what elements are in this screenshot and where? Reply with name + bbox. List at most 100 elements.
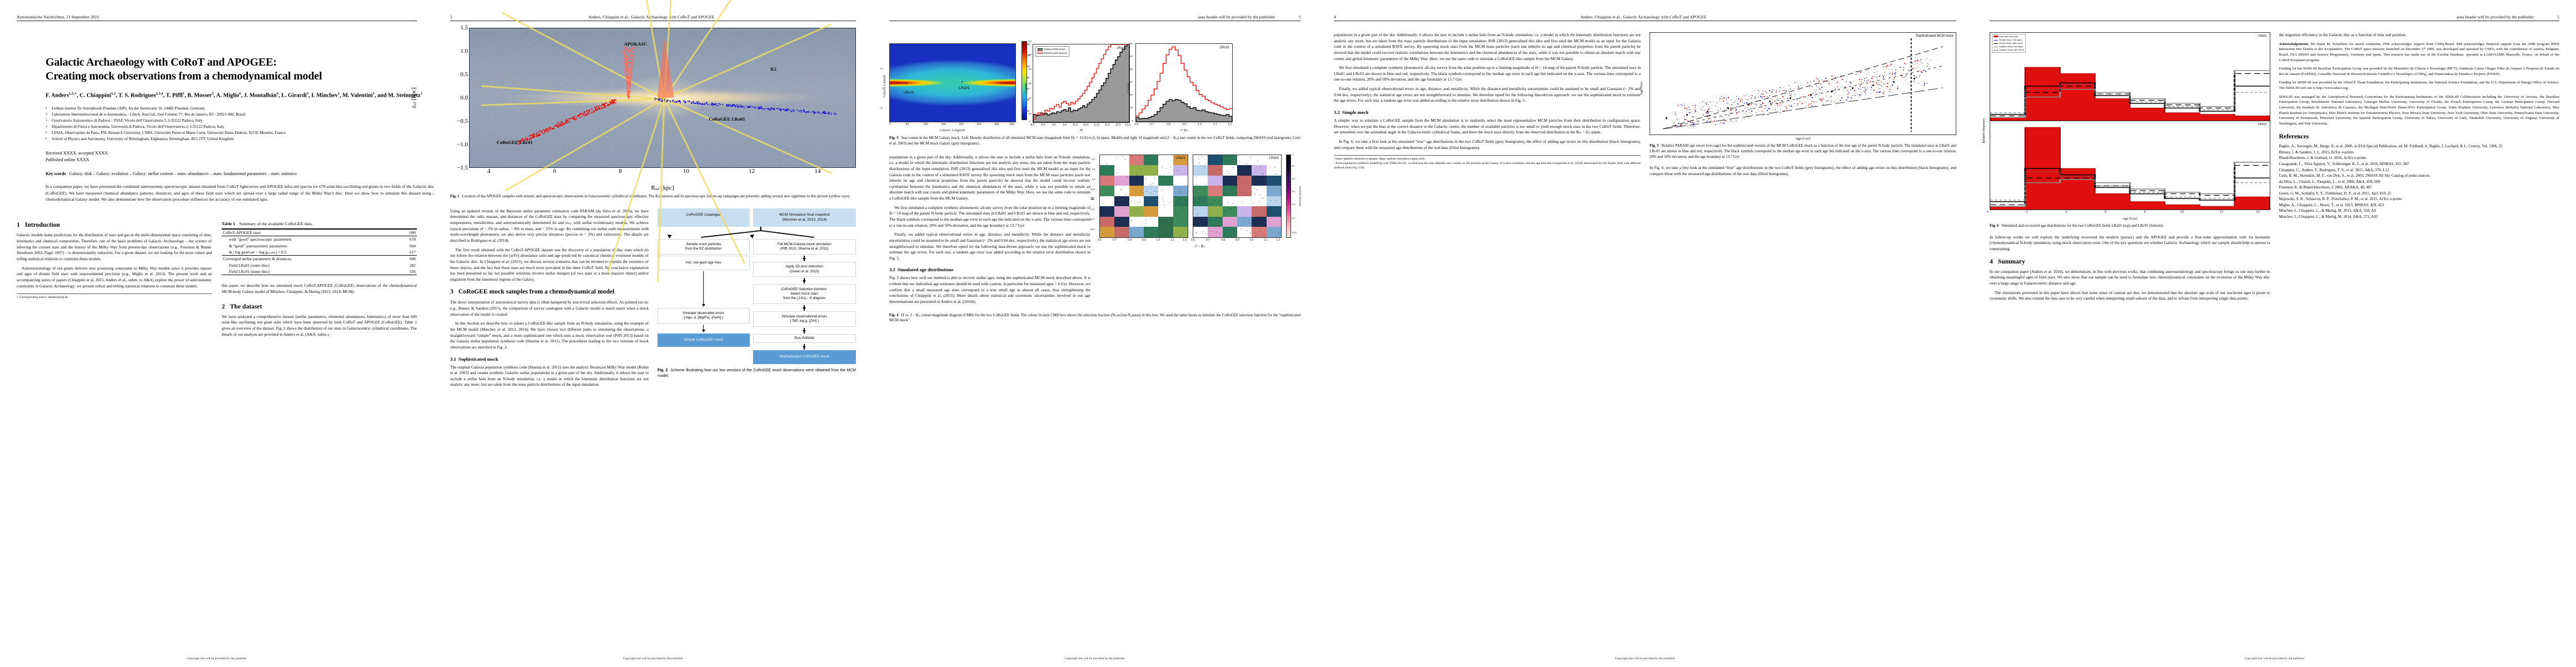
scatter-point — [624, 63, 626, 64]
hist-h-svg — [1033, 44, 1129, 122]
x-tick: 1.0 — [1249, 238, 1254, 242]
scatter-point — [1715, 124, 1716, 125]
x-tick: 1.0 — [1156, 238, 1160, 242]
scatter-point — [806, 111, 808, 112]
flow-arrow-down — [753, 328, 856, 333]
scatter-point — [522, 140, 524, 142]
copyright-line: Copyright line will be provided by the p… — [187, 657, 247, 660]
cmd-cell — [1252, 206, 1267, 217]
cmd-cell — [1144, 155, 1159, 166]
scatter-point — [1893, 79, 1894, 81]
y-tick: 50 — [880, 67, 883, 71]
cmd-cell — [1114, 206, 1129, 217]
colorbar-tick: 10⁴ — [1028, 68, 1032, 71]
scatter-point — [776, 108, 778, 109]
scatter-point — [634, 48, 635, 49]
footnote-1: ¹ https://github.com/jobovy/apogee, http… — [1334, 157, 1425, 161]
scatter-point — [659, 99, 661, 101]
cmd-cell — [1237, 216, 1252, 227]
table-cell-value: 617 — [409, 250, 416, 255]
scatter-point — [632, 50, 634, 52]
scatter-point — [626, 53, 628, 54]
scatter-point — [532, 135, 534, 137]
scatter-point — [614, 102, 616, 103]
y-tick: 200 — [1129, 68, 1133, 71]
scatter-point — [626, 47, 627, 49]
scatter-point — [661, 99, 663, 101]
scatter-point — [631, 72, 632, 73]
scatter-point — [624, 62, 625, 63]
scatter-point — [697, 102, 699, 103]
cmd-data-point — [1119, 203, 1120, 204]
figure-1: zᵢₐₗ [kpc] 1.5 1.0 0.5 0.0 −0.5 −1.0 −1.… — [411, 0, 856, 282]
scatter-point — [1742, 113, 1743, 115]
scatter-point — [550, 130, 551, 131]
scatter-point — [780, 108, 781, 109]
x-tick: 8 — [2144, 211, 2146, 214]
table-cell-label: with “good” spectroscopic parameters — [222, 236, 398, 243]
figure-5-plot-area: Sophisticated MCM mock — [1650, 32, 1956, 135]
cmd-cell — [1222, 186, 1237, 196]
scatter-point — [658, 98, 660, 100]
flow-node-line-2: { Age, d, [Mg/Fe], [Fe/H] } — [684, 315, 724, 320]
scatter-point — [610, 103, 611, 105]
scatter-point — [627, 93, 629, 95]
figure-caption-text: Location of the APOGEE samples with seis… — [462, 195, 850, 198]
scatter-point — [627, 71, 629, 73]
scatter-point — [761, 108, 763, 110]
affiliation-text: Laboratório Interinstitucional de e-Astr… — [52, 112, 246, 117]
scatter-point — [624, 66, 626, 67]
median-marker — [1872, 84, 1874, 86]
cmd-data-point — [1224, 231, 1225, 232]
section-title: Introduction — [24, 221, 60, 229]
page-5: asna header will be provided by the publ… — [1973, 0, 2576, 667]
scatter-point — [613, 102, 615, 104]
scatter-point — [679, 101, 681, 102]
scatter-point — [627, 83, 629, 84]
median-marker — [1748, 103, 1750, 106]
affiliation-item: 6 School of Physics and Astronomy, Univer… — [46, 136, 435, 142]
scatter-point — [626, 82, 627, 83]
cmd-cell — [1193, 155, 1208, 166]
flow-node-simulate-observational-errors: Simulate observational errors { Teff, lo… — [753, 311, 856, 327]
scatter-point — [1777, 97, 1778, 98]
scatter-point — [573, 118, 575, 120]
scatter-point — [626, 63, 627, 64]
cmd-cell — [1266, 175, 1281, 186]
scatter-point — [1737, 103, 1738, 104]
scatter-point — [1803, 97, 1805, 98]
skymap-density-field — [890, 44, 1015, 122]
scatter-point — [531, 137, 532, 139]
scatter-point — [589, 110, 591, 112]
scatter-point — [591, 108, 592, 110]
scatter-point — [1865, 92, 1866, 93]
scatter-point — [576, 117, 577, 119]
affiliation-text: Leibniz-Institut für Astrophysik Potsdam… — [52, 106, 205, 111]
scatter-point — [624, 58, 625, 59]
scatter-point — [626, 76, 627, 77]
keywords-block: Key words Galaxy: disk – Galaxy: evoluti… — [46, 171, 435, 177]
scatter-point — [1883, 83, 1884, 84]
scatter-point — [676, 102, 677, 103]
scatter-point — [541, 130, 543, 132]
scatter-point — [629, 68, 630, 69]
scatter-point — [587, 110, 589, 112]
scatter-point — [831, 114, 833, 116]
reference-item: Miglio, A., Chiappini, C., Morel, T., et… — [2279, 202, 2384, 207]
paragraph: Asteroseismology of red giants delivers … — [17, 265, 212, 288]
scatter-point — [610, 102, 611, 104]
scatter-point — [629, 67, 631, 68]
x-tick: 150 — [941, 123, 946, 126]
scatter-point — [629, 78, 630, 79]
scatter-point — [525, 139, 526, 141]
scatter-point — [625, 68, 627, 69]
scatter-point — [1710, 102, 1711, 103]
y-tick: 50 — [1130, 106, 1133, 109]
scatter-point — [629, 61, 631, 63]
scatter-point — [666, 100, 668, 102]
scatter-point — [673, 101, 675, 103]
cmd-cell — [1193, 227, 1208, 237]
scatter-point — [1793, 88, 1794, 89]
scatter-point — [628, 82, 629, 83]
scatter-point — [602, 107, 604, 109]
